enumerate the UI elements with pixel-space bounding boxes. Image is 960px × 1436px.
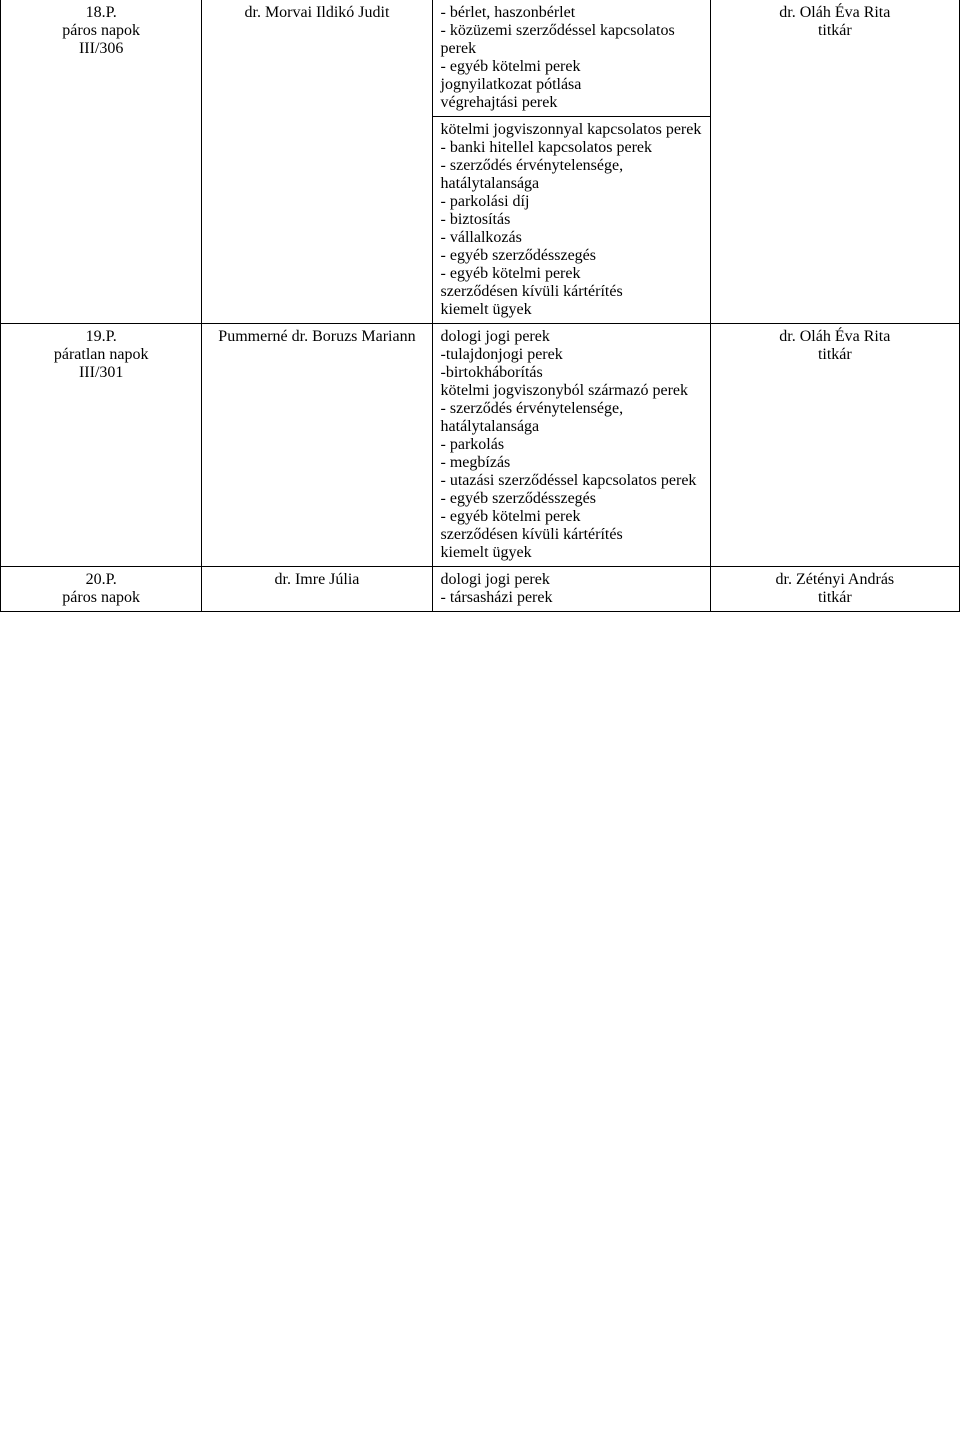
table-cell-secretary: dr. Oláh Éva Ritatitkár: [710, 0, 959, 324]
subject-text: dologi jogi perek-tulajdonjogi perek-bir…: [441, 328, 702, 562]
table-cell-case: 19.P.páratlan napokIII/301: [1, 324, 202, 567]
case-id: 20.P.páros napok: [9, 571, 193, 607]
table-cell-name: dr. Morvai Ildikó Judit: [202, 0, 432, 324]
table-cell-name: dr. Imre Júlia: [202, 567, 432, 612]
person-name: Pummerné dr. Boruzs Mariann: [210, 328, 423, 346]
table-cell-subject: dologi jogi perek-tulajdonjogi perek-bir…: [432, 324, 710, 567]
case-id: 18.P.páros napokIII/306: [9, 4, 193, 58]
subject-text-bottom: kötelmi jogviszonnyal kapcsolatos perek-…: [441, 121, 702, 319]
table-row: 18.P.páros napokIII/306 dr. Morvai Ildik…: [1, 0, 960, 117]
case-id: 19.P.páratlan napokIII/301: [9, 328, 193, 382]
secretary-name: dr. Oláh Éva Ritatitkár: [719, 4, 951, 40]
table-row: 20.P.páros napok dr. Imre Júlia dologi j…: [1, 567, 960, 612]
table-row: 19.P.páratlan napokIII/301 Pummerné dr. …: [1, 324, 960, 567]
subject-text-top: - bérlet, haszonbérlet- közüzemi szerződ…: [441, 4, 702, 112]
document-table: 18.P.páros napokIII/306 dr. Morvai Ildik…: [0, 0, 960, 612]
table-cell-case: 18.P.páros napokIII/306: [1, 0, 202, 324]
secretary-name: dr. Zétényi Andrástitkár: [719, 571, 951, 607]
person-name: dr. Morvai Ildikó Judit: [210, 4, 423, 22]
table-cell-secretary: dr. Zétényi Andrástitkár: [710, 567, 959, 612]
subject-text: dologi jogi perek- társasházi perek: [441, 571, 702, 607]
table-cell-secretary: dr. Oláh Éva Ritatitkár: [710, 324, 959, 567]
secretary-name: dr. Oláh Éva Ritatitkár: [719, 328, 951, 364]
table-cell-subject-top: - bérlet, haszonbérlet- közüzemi szerződ…: [432, 0, 710, 117]
table-cell-case: 20.P.páros napok: [1, 567, 202, 612]
table-cell-subject-bottom: kötelmi jogviszonnyal kapcsolatos perek-…: [432, 117, 710, 324]
person-name: dr. Imre Júlia: [210, 571, 423, 589]
table-cell-name: Pummerné dr. Boruzs Mariann: [202, 324, 432, 567]
table-cell-subject: dologi jogi perek- társasházi perek: [432, 567, 710, 612]
